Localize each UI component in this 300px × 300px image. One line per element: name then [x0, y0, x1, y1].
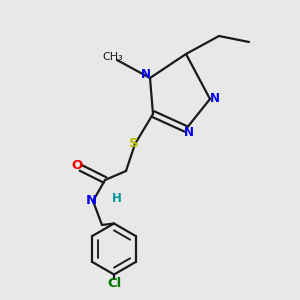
Text: O: O: [72, 159, 83, 172]
Text: N: N: [184, 125, 194, 139]
Text: Cl: Cl: [107, 277, 121, 290]
Text: H: H: [112, 191, 122, 205]
Text: N: N: [140, 68, 151, 82]
Text: N: N: [86, 194, 97, 207]
Text: N: N: [209, 92, 220, 106]
Text: S: S: [129, 137, 138, 150]
Text: CH₃: CH₃: [102, 52, 123, 62]
